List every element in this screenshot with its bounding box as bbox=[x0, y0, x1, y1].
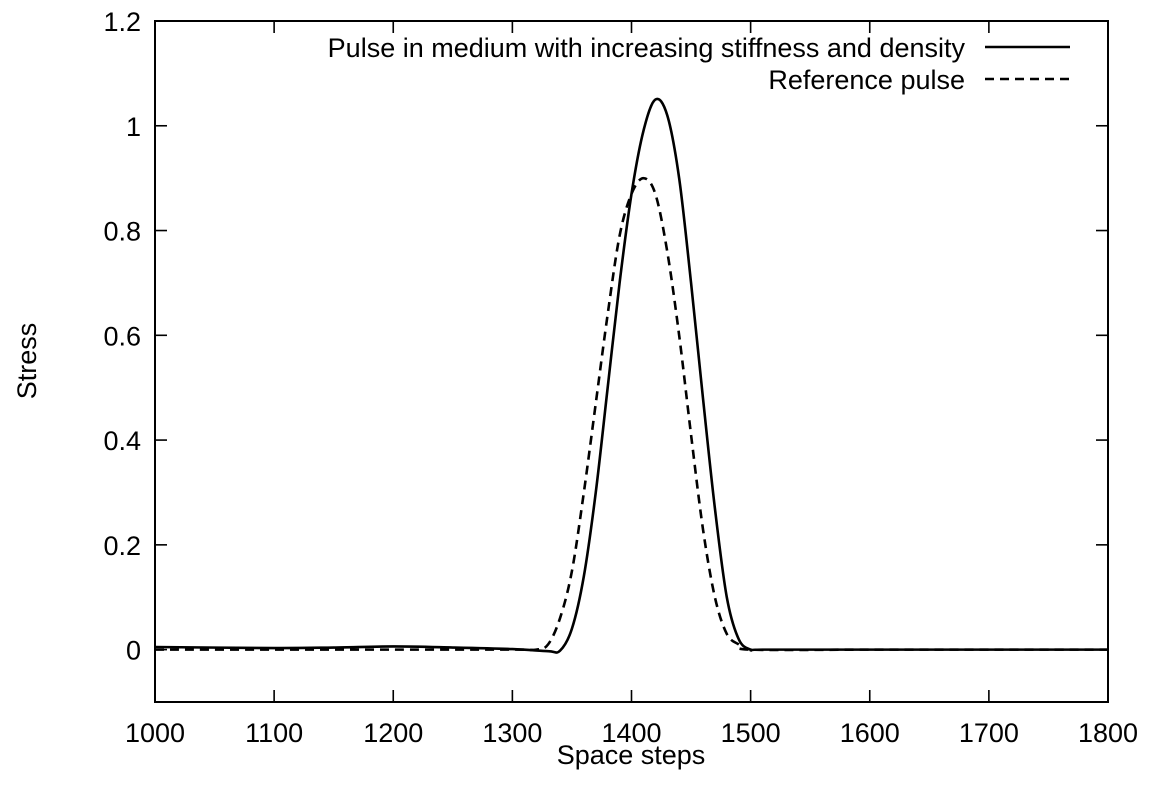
series-line-reference bbox=[155, 176, 1108, 652]
y-axis-label: Stress bbox=[12, 323, 42, 400]
y-tick-label: 0 bbox=[126, 636, 141, 666]
x-tick-label: 1200 bbox=[363, 718, 423, 748]
x-axis-label: Space steps bbox=[557, 740, 706, 770]
x-tick-label: 1300 bbox=[482, 718, 542, 748]
x-tick-label: 1600 bbox=[840, 718, 900, 748]
y-tick-label: 1.2 bbox=[103, 7, 141, 37]
series-line-pulse bbox=[154, 97, 1108, 654]
x-tick-label: 1700 bbox=[959, 718, 1019, 748]
x-tick-label: 1000 bbox=[125, 718, 185, 748]
legend: Pulse in medium with increasing stiffnes… bbox=[328, 33, 1070, 95]
series-layer bbox=[154, 97, 1108, 654]
y-tick-label: 0.2 bbox=[103, 531, 141, 561]
x-tick-label: 1100 bbox=[245, 718, 303, 748]
y-tick-labels: 0 0.2 0.4 0.6 0.8 1 1.2 bbox=[103, 7, 141, 666]
legend-label-reference: Reference pulse bbox=[768, 65, 965, 95]
plot-frame bbox=[154, 20, 1109, 703]
legend-label-pulse: Pulse in medium with increasing stiffnes… bbox=[328, 33, 966, 63]
y-tick-label: 0.8 bbox=[103, 217, 141, 247]
y-tick-label: 1 bbox=[126, 112, 141, 142]
x-tick-labels: 1000 1100 1200 1300 1400 1500 1600 1700 1800 bbox=[125, 718, 1138, 748]
y-tick-label: 0.4 bbox=[103, 426, 141, 456]
ticks-layer bbox=[154, 20, 1109, 702]
x-tick-label: 1500 bbox=[721, 718, 781, 748]
x-tick-label: 1400 bbox=[601, 718, 661, 748]
y-tick-label: 0.6 bbox=[103, 321, 141, 351]
x-tick-label: 1800 bbox=[1078, 718, 1138, 748]
